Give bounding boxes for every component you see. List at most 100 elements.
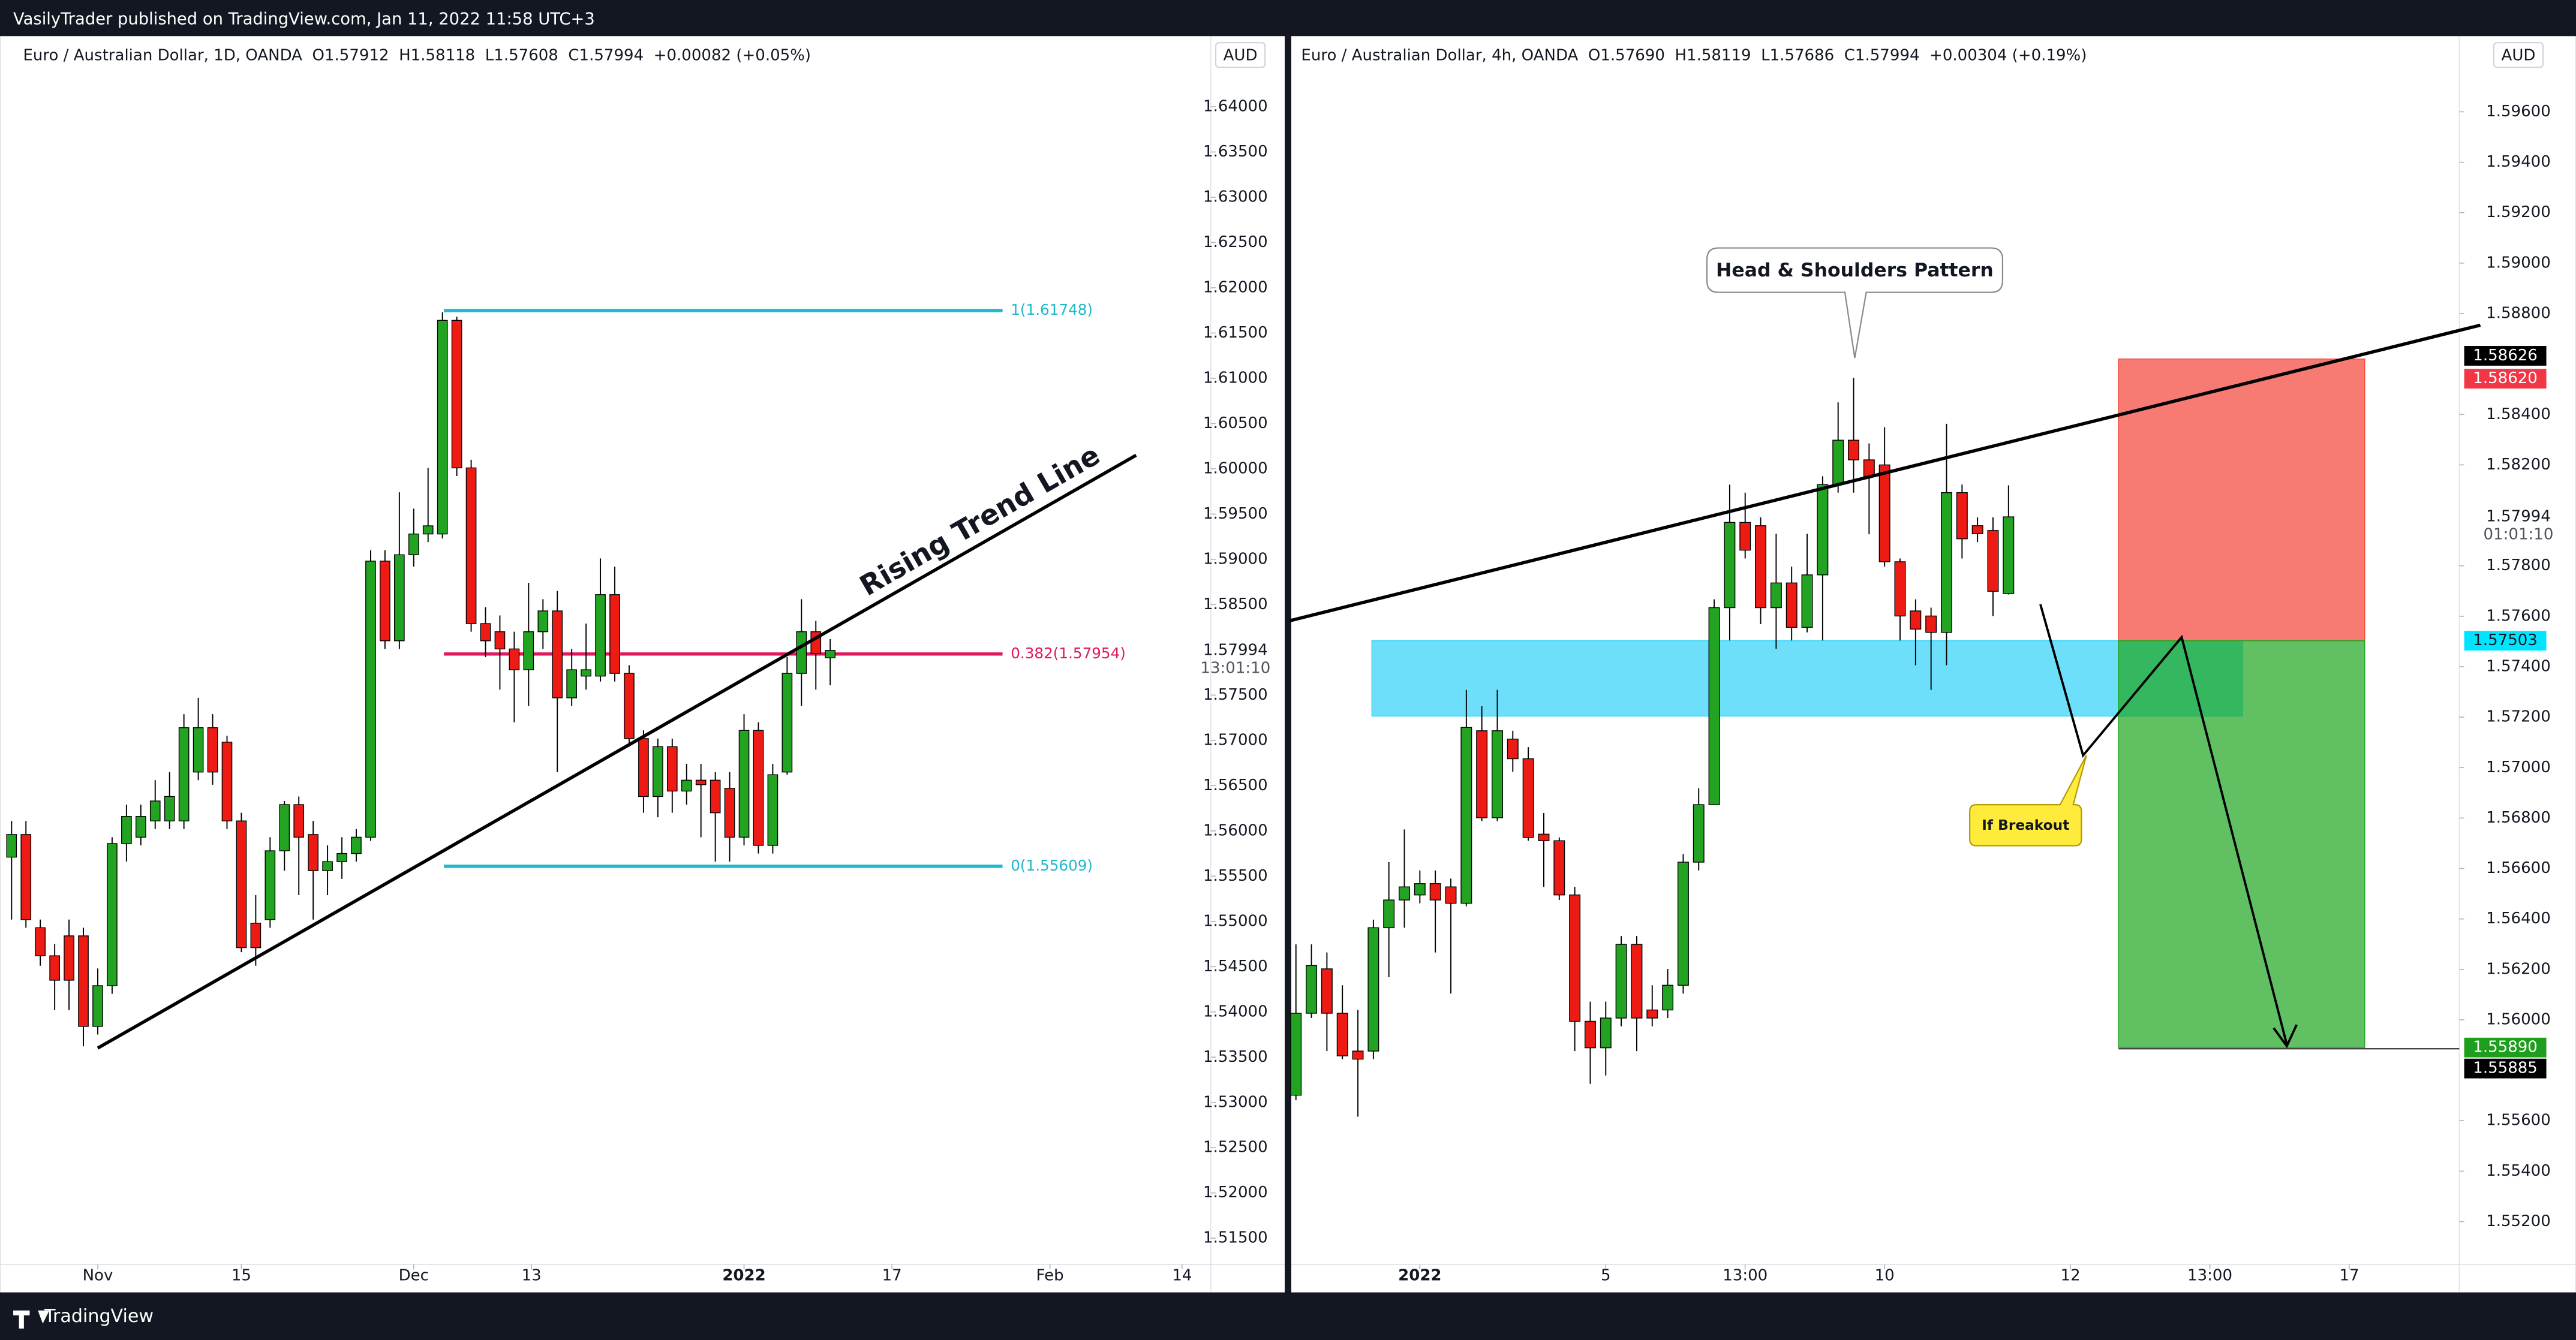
x-tick-label: 15 [232, 1267, 251, 1285]
candle-body [1352, 1050, 1364, 1060]
legend-text: Euro / Australian Dollar, 4h, OANDA O1.5… [1301, 47, 2087, 65]
candle-body [1755, 525, 1767, 609]
y-tick-label: 1.52000 [1203, 1184, 1268, 1202]
currency: AUD [1224, 47, 1258, 65]
y-tick-label: 1.59000 [2486, 254, 2551, 272]
x-tick-label: 13:00 [2187, 1267, 2232, 1285]
candle-body [408, 533, 419, 556]
candle-body [35, 927, 46, 956]
candle-body [1878, 464, 1890, 562]
candle-body [193, 727, 204, 773]
candle-body [1693, 804, 1705, 863]
left-pane [0, 36, 1285, 1293]
candle-body [566, 669, 578, 698]
projection-arrow [2039, 604, 2288, 1045]
y-tick-label: 1.62000 [1203, 278, 1268, 296]
x-tick-label: Feb [1036, 1267, 1064, 1285]
price-tag-label: 1.57503 [2473, 631, 2538, 649]
price-tag [2464, 1058, 2547, 1079]
y-tick-label: 1.58500 [1203, 595, 1268, 613]
candle-body [825, 650, 836, 658]
x-tick-label: 2022 [722, 1267, 765, 1285]
candle-body [666, 746, 678, 792]
x-tick-label: Nov [83, 1267, 113, 1285]
candle-body [1336, 1013, 1348, 1056]
candle-body [1677, 862, 1689, 986]
y-tick-label: 1.54500 [1203, 957, 1268, 975]
candle-body [1492, 730, 1503, 818]
candle-body [78, 935, 89, 1027]
candle-body [1507, 739, 1519, 760]
y-tick-label: 1.58200 [2486, 456, 2551, 474]
candle-body [1414, 883, 1426, 896]
y-tick-label: 1.57000 [1203, 731, 1268, 749]
candle-body [1848, 439, 1859, 460]
candle-body [1522, 758, 1534, 838]
zone [2118, 640, 2365, 1048]
y-tick-label: 1.57000 [2486, 758, 2551, 776]
candle-body [2003, 516, 2015, 594]
header-text: VasilyTrader published on TradingView.co… [13, 10, 595, 28]
x-tick-label: 2022 [1398, 1267, 1441, 1285]
y-tick-label: 1.56000 [2486, 1010, 2551, 1028]
candle-body [49, 955, 60, 981]
callout-box [1706, 247, 2004, 359]
y-tick-label: 1.55200 [2486, 1212, 2551, 1230]
candle-body [1770, 582, 1782, 609]
candle-body [1460, 727, 1472, 904]
x-tick-label: 5 [1601, 1267, 1611, 1285]
y-tick-label: 1.59200 [2486, 203, 2551, 221]
y-tick-label: 1.57500 [1203, 686, 1268, 704]
y-tick-label: 1.55000 [1203, 912, 1268, 930]
currency-box [1215, 42, 1266, 68]
y-tick-label: 1.57800 [2486, 556, 2551, 574]
candle-body [1786, 582, 1798, 628]
candle-body [653, 746, 663, 797]
candle-body [753, 730, 764, 846]
x-tick-label: 17 [2339, 1267, 2359, 1285]
candle-body [236, 820, 247, 948]
candle-body [1646, 1009, 1658, 1019]
logo [13, 1310, 50, 1329]
arrow-head [2273, 1024, 2298, 1049]
price-tag [2464, 369, 2547, 389]
candle-body [738, 730, 750, 838]
candle-body [394, 554, 405, 642]
fib-label: 0.382(1.57954) [1011, 645, 1126, 662]
trend-line [97, 453, 1137, 1050]
candle-body [1971, 525, 1983, 534]
price-tag [2464, 1037, 2547, 1058]
candle-body [351, 836, 362, 854]
candle-body [221, 742, 233, 821]
legend-text: Euro / Australian Dollar, 1D, OANDA O1.5… [23, 47, 811, 65]
right-chart: 1.55200 1.55400 1.55600 1.56000 1.56200 1.564… [1289, 103, 2553, 1285]
price-tag-label: 1.55885 [2473, 1059, 2538, 1077]
candle-body [1290, 1013, 1302, 1096]
price-tag [2464, 346, 2547, 366]
x-tick-label: Dec [399, 1267, 429, 1285]
candle-body [1399, 886, 1410, 901]
candle-body [681, 779, 692, 792]
last-price: 1.57994 [2486, 508, 2551, 526]
y-tick-label: 1.57200 [2486, 708, 2551, 726]
candle-body [1956, 492, 1968, 540]
candle-body [1306, 965, 1318, 1014]
candle-body [537, 610, 549, 633]
candle-body [1724, 522, 1736, 609]
fib-label: 0(1.55609) [1011, 857, 1093, 874]
candle-body [451, 320, 462, 469]
y-tick-label: 1.56600 [2486, 859, 2551, 877]
candle-body [1321, 968, 1333, 1014]
candle-body [6, 834, 17, 858]
currency: AUD [2502, 47, 2536, 65]
x-tick-label: 17 [882, 1267, 902, 1285]
candle-body [92, 985, 103, 1027]
y-tick-label: 1.59400 [2486, 153, 2551, 171]
y-tick-label: 1.53500 [1203, 1048, 1268, 1066]
fib-label: 1(1.61748) [1011, 301, 1093, 318]
countdown: 13:01:10 [1200, 659, 1270, 677]
y-tick-label: 1.55500 [1203, 867, 1268, 885]
y-tick-label: 1.56500 [1203, 776, 1268, 794]
y-tick-label: 1.63500 [1203, 143, 1268, 161]
